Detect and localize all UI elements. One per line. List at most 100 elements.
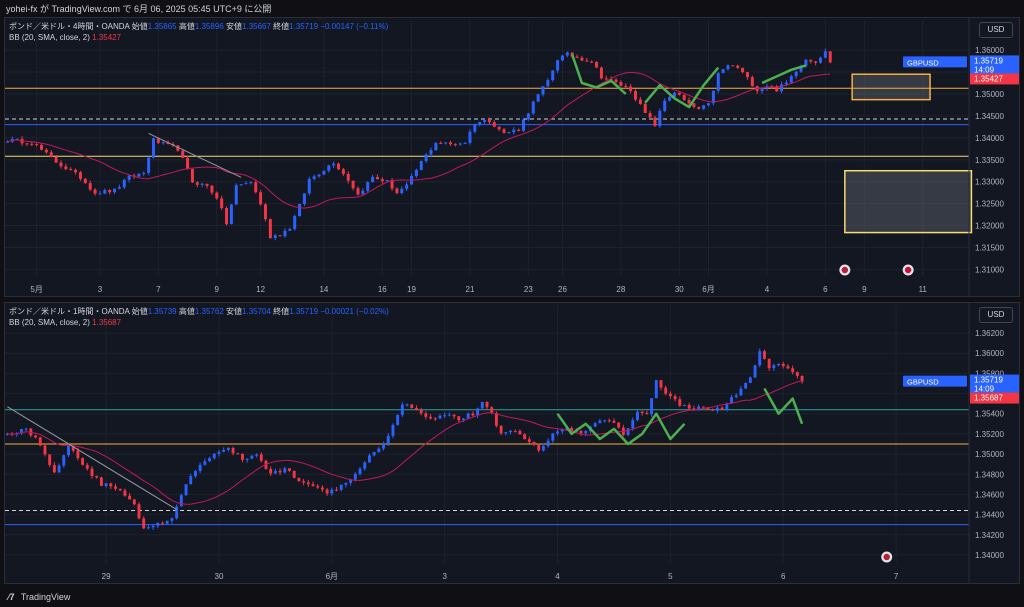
- candle-body: [497, 126, 501, 130]
- close-value: 1.35719: [289, 22, 319, 31]
- candle-body: [268, 219, 272, 239]
- candle-body: [40, 145, 44, 150]
- time-axis: 5月 3 7 9 12 14 16 19 21 23 26 28 30 6月 4 6 9 11: [30, 285, 927, 294]
- candle-body: [762, 351, 766, 359]
- chart-panel-1h[interactable]: 1.362001.360001.358001.356001.354001.352…: [4, 302, 1020, 584]
- candle-body: [375, 176, 379, 180]
- candle-body: [624, 85, 628, 87]
- symbol-tag-text: GBPUSD: [907, 378, 939, 387]
- time-tick-label: 19: [407, 285, 416, 294]
- candle-body: [706, 407, 710, 410]
- candle-body: [339, 484, 343, 490]
- candle-body: [57, 465, 61, 473]
- candle-body: [292, 470, 296, 478]
- candle-body: [44, 149, 48, 153]
- candle-body: [809, 59, 813, 62]
- candle-body: [142, 518, 146, 529]
- candle-body: [523, 434, 527, 440]
- candle-body: [54, 156, 58, 163]
- candle-body: [410, 404, 414, 408]
- candle-body: [429, 416, 433, 419]
- candle-body: [137, 504, 141, 519]
- candle-body: [546, 440, 550, 447]
- candle-body: [147, 157, 151, 173]
- candle-body: [74, 169, 78, 173]
- price-tag-value: 1.35719: [974, 376, 1003, 385]
- candle-body: [244, 183, 248, 185]
- price-tick-label: 1.35400: [975, 410, 1004, 419]
- candle-body: [640, 411, 644, 414]
- candle-body: [772, 365, 776, 369]
- candle-body: [298, 203, 302, 217]
- candle-body: [234, 185, 238, 205]
- candle-body: [786, 366, 790, 369]
- candle-body: [502, 129, 506, 133]
- candle-body: [452, 414, 456, 417]
- candle-body: [614, 79, 618, 83]
- candle-body: [316, 486, 320, 488]
- ma-tag-value: 1.35687: [974, 394, 1003, 403]
- open-label: 始値: [131, 307, 148, 316]
- candle-body: [531, 101, 535, 114]
- time-tick-label: 6: [781, 572, 786, 581]
- time-tick-label: 7: [894, 572, 899, 581]
- symbol-legend: ポンド／米ドル・4時間・OANDA 始値1.35865 高値1.35896 安値…: [9, 22, 388, 32]
- candle-body: [818, 57, 823, 63]
- time-tick-label: 26: [558, 285, 567, 294]
- candle-body: [179, 495, 183, 507]
- candle-body: [99, 477, 103, 486]
- trend-line: [148, 132, 242, 178]
- flag-center-icon: [904, 266, 912, 274]
- candle-body: [760, 88, 764, 92]
- candle-body: [336, 163, 341, 170]
- time-axis: 29 30 6月 3 4 5 6 7: [102, 572, 899, 581]
- candle-body: [184, 484, 188, 496]
- candle-body: [93, 189, 97, 194]
- candle-body: [190, 169, 194, 183]
- time-tick-label: 14: [319, 285, 328, 294]
- high-label: 高値: [178, 307, 195, 316]
- candle-body: [494, 413, 498, 426]
- price-tick-label: 1.36000: [975, 349, 1004, 358]
- candle-body: [780, 84, 784, 92]
- candle-body: [672, 92, 676, 97]
- candle-body: [231, 447, 235, 454]
- candle-body: [200, 183, 204, 185]
- low-value: 1.35667: [242, 22, 271, 31]
- candle-body: [702, 105, 706, 109]
- candle-body: [551, 70, 555, 81]
- time-tick-label: 23: [524, 285, 533, 294]
- chart-canvas-4h[interactable]: 1.360001.355001.350001.345001.340001.335…: [5, 18, 1020, 297]
- candle-body: [734, 395, 738, 398]
- candle-body: [664, 387, 668, 394]
- price-tick-label: 1.31500: [975, 243, 1004, 252]
- price-tick-label: 1.34600: [975, 490, 1004, 499]
- price-tick-label: 1.32000: [975, 222, 1004, 231]
- candle-body: [161, 522, 164, 524]
- price-tick-label: 1.34200: [975, 531, 1004, 540]
- candle-body: [198, 464, 202, 472]
- candle-body: [181, 150, 185, 158]
- candle-body: [229, 204, 233, 225]
- candle-body: [52, 465, 56, 473]
- chart-canvas-1h[interactable]: 1.362001.360001.358001.356001.354001.352…: [5, 303, 1020, 584]
- currency-button[interactable]: USD: [979, 22, 1013, 38]
- close-label: 終値: [273, 307, 290, 316]
- candle-body: [208, 458, 212, 462]
- candle-body: [526, 113, 530, 120]
- time-tick-label: 3: [98, 285, 103, 294]
- candle-body: [38, 437, 42, 446]
- currency-button[interactable]: USD: [979, 307, 1013, 323]
- candle-body: [492, 122, 496, 127]
- close-value: 1.35719: [289, 307, 319, 316]
- candle-body: [626, 428, 630, 435]
- candle-body: [677, 92, 681, 95]
- price-tag-bg: [970, 374, 1019, 395]
- candle-body: [527, 439, 531, 442]
- candle-body: [585, 60, 589, 62]
- chart-panel-4h[interactable]: 1.360001.355001.350001.345001.340001.335…: [4, 17, 1020, 297]
- candle-body: [239, 184, 243, 186]
- price-tick-label: 1.35000: [975, 90, 1004, 99]
- open-value: 1.35739: [147, 307, 177, 316]
- candle-body: [556, 60, 560, 71]
